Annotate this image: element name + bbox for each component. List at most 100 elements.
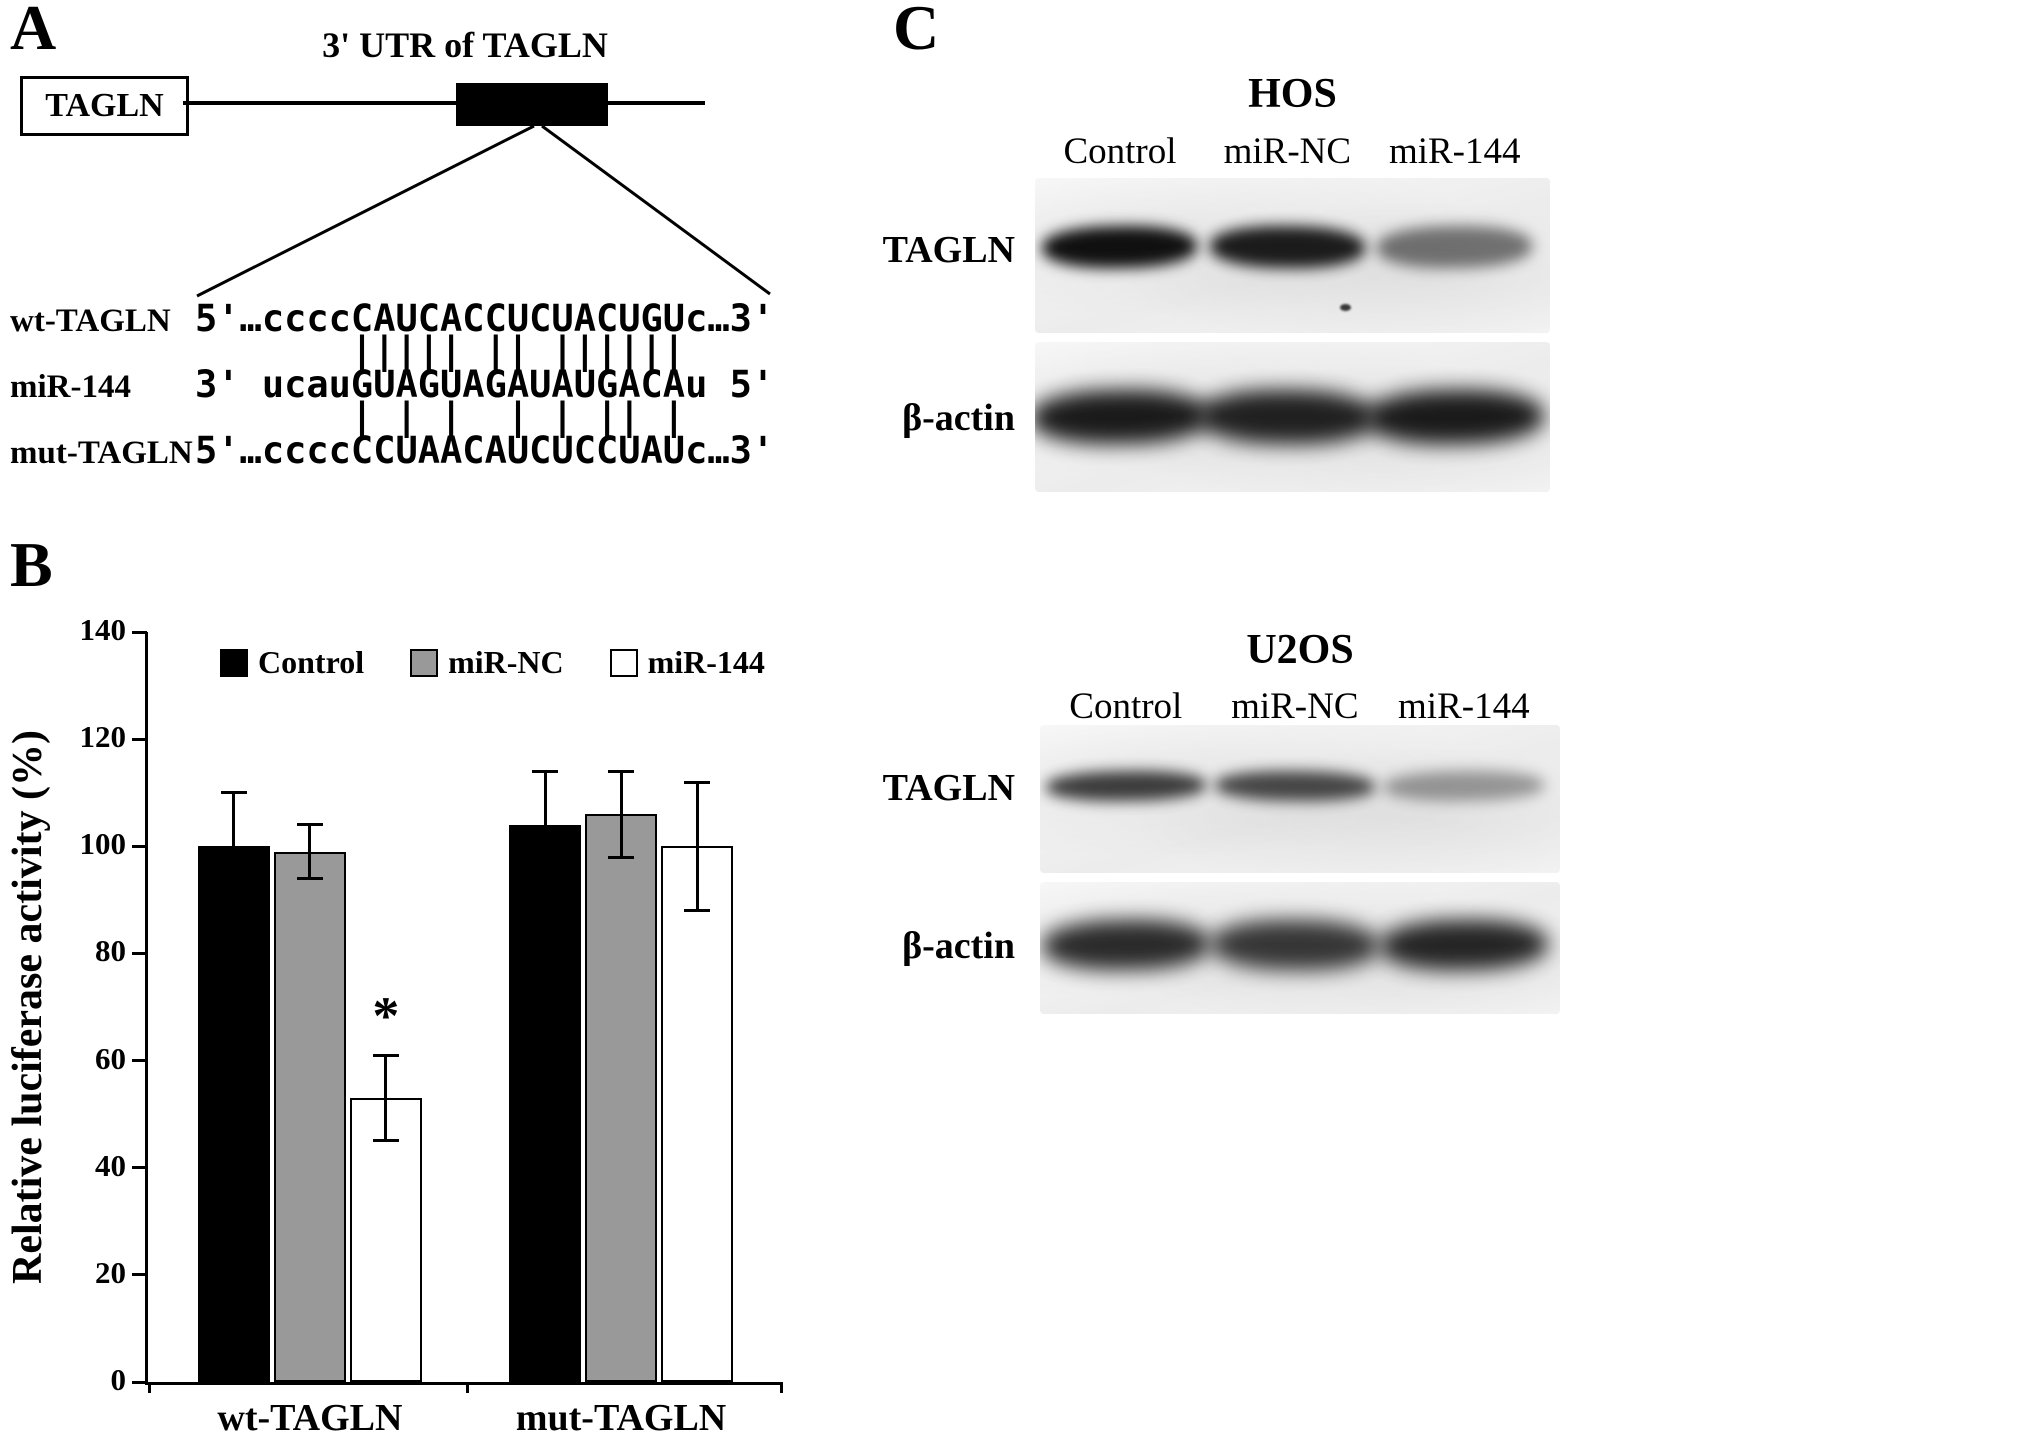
error-bar-cap: [372, 1053, 399, 1057]
error-bar-cap: [532, 876, 559, 880]
y-tick-label: 60: [95, 1040, 126, 1076]
x-axis-tick: [465, 1382, 469, 1393]
gene-box-label: TAGLN: [45, 87, 164, 124]
protein-band: [1198, 389, 1377, 445]
y-tick-label: 100: [79, 826, 127, 862]
legend-item: miR-NC: [410, 644, 564, 681]
y-tick-label: 80: [95, 933, 126, 969]
protein-band: [1379, 918, 1549, 972]
error-bar-cap: [684, 909, 711, 913]
sequence-text: 5'…ccccCCUAACAUCUCCUAUc…3': [195, 429, 775, 472]
utr-title: 3' UTR of TAGLN: [322, 25, 608, 65]
error-bar: [308, 824, 312, 879]
pairing-bars: ||||| || ||||||: [195, 329, 686, 372]
pairing-row: | | | | | || |: [10, 395, 774, 438]
sequence-text: 3' ucauGUAGUAGAUAUGACAu 5': [195, 363, 775, 406]
protein-band: [1376, 224, 1533, 270]
protein-band: [1042, 224, 1198, 270]
error-bar-cap: [220, 791, 247, 795]
zoom-line-left: [196, 124, 535, 298]
sequence-name: miR-144: [10, 369, 131, 405]
legend-swatch: [410, 648, 439, 677]
legend-item: Control: [220, 644, 364, 681]
lane-labels-u2os: Control miR-NC miR-144: [1040, 685, 1560, 731]
alignment-row-mir144: miR-144 3' ucauGUAGUAGAUAUGACAu 5': [10, 363, 775, 406]
y-axis-tick: [132, 1059, 147, 1063]
lane-label: miR-144: [1388, 131, 1521, 172]
alignment-row-mut: mut-TAGLN 5'…ccccCCUAACAUCUCCUAUc…3': [10, 429, 775, 472]
y-axis-tick: [132, 1273, 147, 1277]
y-axis-tick: [132, 630, 147, 634]
y-axis-tick: [132, 1380, 147, 1384]
protein-band: [1365, 388, 1545, 446]
y-tick-label: 120: [79, 719, 127, 755]
bar-miR-144-mut-TAGLN: [661, 846, 734, 1382]
lane-label: Control: [1063, 131, 1177, 172]
y-axis-tick: [132, 737, 147, 741]
y-tick-label: 20: [95, 1254, 126, 1290]
error-bar-cap: [684, 780, 711, 784]
sequence-name: mut-TAGLN: [10, 435, 193, 471]
pairing-row: ||||| || ||||||: [10, 329, 774, 372]
legend-item: miR-144: [609, 644, 765, 681]
protein-band: [1210, 919, 1380, 971]
x-axis-tick: [780, 1382, 783, 1393]
legend-label: miR-NC: [448, 644, 564, 680]
lane-label: miR-NC: [1223, 131, 1352, 172]
pairing-bars: | | | | | || |: [195, 395, 686, 438]
mir-binding-site-box: [456, 83, 608, 126]
protein-label-tagln-hos: TAGLN: [882, 229, 1015, 271]
legend-swatch: [609, 648, 638, 677]
error-bar: [384, 1055, 388, 1141]
significance-asterisk: *: [372, 986, 400, 1047]
y-axis-tick: [132, 951, 147, 955]
error-bar-cap: [608, 855, 635, 859]
protein-band: [1383, 769, 1544, 803]
bar-miR-NC-mut-TAGLN: [585, 814, 658, 1382]
sequence-name: wt-TAGLN: [10, 303, 171, 339]
x-category-label: mut-TAGLN: [515, 1397, 727, 1439]
protein-label-bactin-u2os: β-actin: [902, 925, 1015, 967]
zoom-lines: [196, 124, 771, 298]
panel-c-label: C: [893, 0, 940, 63]
lane-label: miR-NC: [1231, 686, 1359, 727]
lane-label: Control: [1069, 686, 1183, 727]
panel-a-label: A: [10, 0, 57, 63]
sequence-alignment: wt-TAGLN 5'…ccccCAUCACCUCUACUGUc…3' ||||…: [10, 298, 775, 472]
error-bar-cap: [372, 1139, 399, 1143]
chart-legend: Control miR-NC miR-144: [220, 644, 765, 681]
error-bar-cap: [296, 876, 323, 880]
protein-band: [1209, 225, 1366, 269]
protein-label-tagln-u2os: TAGLN: [882, 767, 1015, 809]
error-bar-cap: [220, 898, 247, 902]
blot-hos-tagln: [1035, 178, 1550, 333]
y-axis-tick: [132, 844, 147, 848]
y-axis-title: Relative luciferase activity (%): [5, 730, 51, 1284]
error-bar-cap: [296, 823, 323, 827]
luciferase-bar-chart: Control miR-NC miR-144 0 20 40 60 80 100 120 140 *…: [80, 612, 783, 1439]
legend-swatch: [220, 648, 248, 677]
x-axis-tick: [148, 1382, 151, 1393]
gene-box: TAGLN: [20, 76, 189, 136]
lane-labels-hos: Control miR-NC miR-144: [1035, 130, 1550, 176]
bar-Control-wt-TAGLN: [197, 846, 270, 1382]
bar-miR-144-wt-TAGLN: [349, 1098, 422, 1382]
lane-label: miR-144: [1398, 686, 1530, 727]
cell-line-title-u2os: U2OS: [1246, 627, 1354, 673]
protein-band: [1045, 769, 1206, 803]
error-bar: [695, 782, 699, 911]
y-tick-label: 40: [95, 1147, 126, 1183]
protein-band: [1041, 918, 1211, 972]
blot-u2os-tagln: [1040, 725, 1560, 873]
protein-label-bactin-hos: β-actin: [902, 397, 1015, 439]
gene-line: [183, 101, 705, 105]
zoom-line-right: [541, 124, 771, 296]
error-bar-cap: [532, 769, 559, 773]
legend-label: miR-144: [647, 644, 765, 680]
y-tick-label: 140: [79, 612, 127, 647]
cell-line-title-hos: HOS: [1248, 71, 1337, 117]
y-axis-tick: [132, 1166, 147, 1170]
blot-hos-bactin: [1035, 342, 1550, 492]
protein-band: [1214, 770, 1375, 802]
y-tick-label: 0: [110, 1362, 127, 1397]
